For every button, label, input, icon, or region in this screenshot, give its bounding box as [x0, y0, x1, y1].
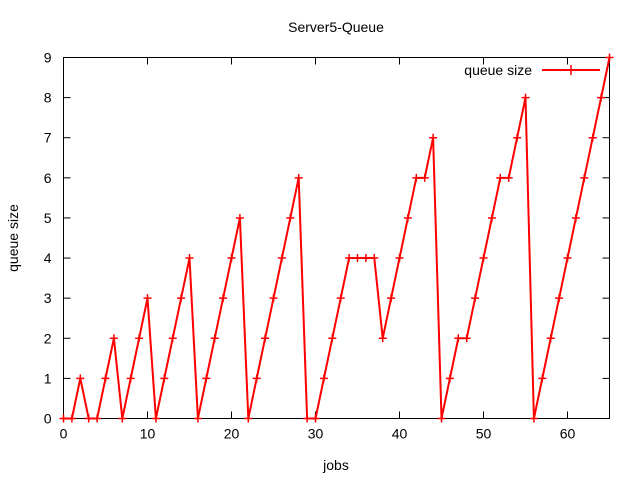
- data-point: [571, 213, 580, 222]
- tick-labels: 0 10 20 30 40 50 60 0 1 2 3 4 5 6 7 8 9: [44, 50, 576, 442]
- data-point: [412, 173, 421, 182]
- data-point: [168, 334, 177, 343]
- series-line: [63, 57, 611, 420]
- legend-label: queue size: [464, 62, 532, 78]
- y-tick-label: 3: [44, 290, 52, 306]
- data-point: [353, 254, 362, 263]
- data-point: [109, 334, 118, 343]
- data-point: [118, 414, 127, 423]
- data-point: [538, 374, 547, 383]
- data-point: [135, 334, 144, 343]
- data-point: [160, 374, 169, 383]
- y-tick-label: 1: [44, 370, 52, 386]
- data-point: [193, 414, 202, 423]
- data-point: [177, 294, 186, 303]
- data-point: [202, 374, 211, 383]
- data-point: [345, 254, 354, 263]
- plot-frame: [63, 57, 610, 419]
- data-point: [588, 133, 597, 142]
- y-axis-label: queue size: [5, 204, 21, 272]
- data-point: [454, 334, 463, 343]
- data-point: [76, 374, 85, 383]
- x-tick-label: 40: [392, 426, 408, 442]
- data-point: [361, 254, 370, 263]
- data-point: [504, 173, 513, 182]
- data-point: [387, 294, 396, 303]
- data-point: [521, 93, 530, 102]
- x-tick-label: 0: [60, 426, 68, 442]
- data-point: [294, 173, 303, 182]
- data-point: [437, 414, 446, 423]
- data-point: [563, 254, 572, 263]
- data-point: [336, 294, 345, 303]
- data-point: [462, 334, 471, 343]
- axis-ticks: [63, 57, 610, 419]
- data-point: [227, 254, 236, 263]
- y-tick-label: 8: [44, 90, 52, 106]
- data-point: [252, 374, 261, 383]
- data-point: [605, 53, 614, 62]
- data-point: [84, 414, 93, 423]
- data-point: [479, 254, 488, 263]
- data-point: [378, 334, 387, 343]
- data-point: [445, 374, 454, 383]
- y-tick-label: 6: [44, 170, 52, 186]
- data-point: [93, 414, 102, 423]
- y-tick-label: 7: [44, 130, 52, 146]
- data-point: [555, 294, 564, 303]
- data-point: [126, 374, 135, 383]
- data-point: [403, 213, 412, 222]
- legend-marker: [566, 65, 576, 75]
- data-point: [101, 374, 110, 383]
- data-point: [151, 414, 160, 423]
- legend: queue size: [464, 62, 600, 78]
- data-point: [496, 173, 505, 182]
- data-point: [529, 414, 538, 423]
- y-tick-label: 0: [44, 411, 52, 427]
- data-point: [319, 374, 328, 383]
- data-point: [546, 334, 555, 343]
- x-tick-label: 20: [224, 426, 240, 442]
- data-point: [328, 334, 337, 343]
- data-point: [580, 173, 589, 182]
- x-tick-label: 60: [560, 426, 576, 442]
- data-point: [471, 294, 480, 303]
- data-point: [185, 254, 194, 263]
- data-point: [219, 294, 228, 303]
- data-point: [235, 213, 244, 222]
- y-tick-label: 5: [44, 210, 52, 226]
- y-tick-label: 4: [44, 250, 52, 266]
- data-point: [210, 334, 219, 343]
- data-point: [395, 254, 404, 263]
- data-point: [277, 254, 286, 263]
- data-point: [303, 414, 312, 423]
- y-tick-label: 2: [44, 330, 52, 346]
- data-point: [513, 133, 522, 142]
- chart-title: Server5-Queue: [288, 19, 384, 35]
- x-tick-label: 10: [140, 426, 156, 442]
- series-group: [59, 53, 614, 423]
- data-point: [67, 414, 76, 423]
- x-tick-label: 50: [476, 426, 492, 442]
- data-point: [487, 213, 496, 222]
- data-point: [597, 93, 606, 102]
- x-tick-label: 30: [308, 426, 324, 442]
- data-point: [311, 414, 320, 423]
- data-point: [261, 334, 270, 343]
- data-point: [370, 254, 379, 263]
- data-point: [244, 414, 253, 423]
- data-point: [59, 414, 68, 423]
- data-point: [420, 173, 429, 182]
- data-point: [429, 133, 438, 142]
- y-tick-label: 9: [44, 50, 52, 66]
- data-point: [269, 294, 278, 303]
- x-axis-label: jobs: [322, 457, 349, 473]
- data-point: [286, 213, 295, 222]
- data-point: [143, 294, 152, 303]
